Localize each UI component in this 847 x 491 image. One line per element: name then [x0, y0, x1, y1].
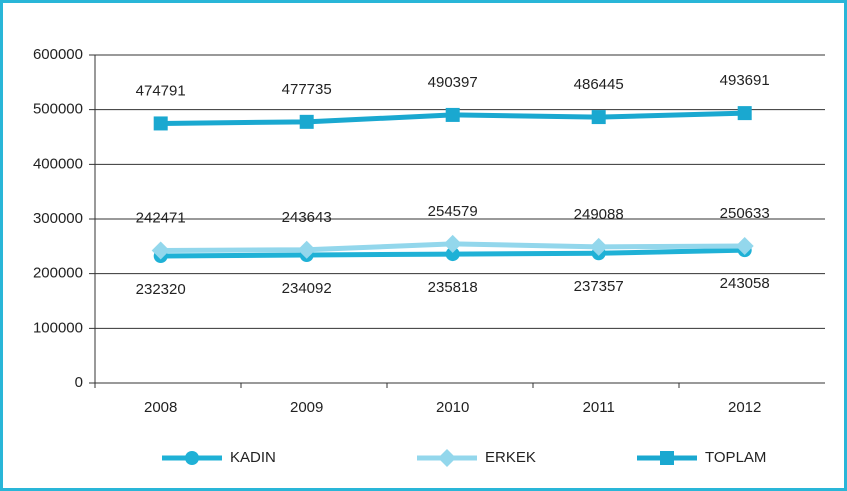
data-label: 249088	[574, 206, 624, 223]
y-tick-label: 200000	[33, 265, 83, 282]
data-point	[153, 116, 168, 131]
x-tick-label: 2012	[728, 399, 761, 416]
data-label: 486445	[574, 76, 624, 93]
data-point	[589, 237, 608, 256]
data-label: 234092	[282, 280, 332, 297]
data-label: 243058	[720, 275, 770, 292]
data-label: 490397	[428, 74, 478, 91]
data-label: 242471	[136, 209, 186, 226]
legend-marker	[185, 451, 199, 465]
y-tick-label: 400000	[33, 155, 83, 172]
data-label: 250633	[720, 205, 770, 222]
data-point	[445, 247, 460, 262]
x-tick-label: 2011	[583, 399, 615, 416]
data-point	[591, 110, 606, 125]
data-label: 232320	[136, 281, 186, 298]
data-point	[735, 236, 754, 255]
data-label: 237357	[574, 278, 624, 295]
data-label: 493691	[720, 72, 770, 89]
data-point	[737, 106, 752, 121]
legend-label: TOPLAM	[705, 449, 766, 466]
data-label: 477735	[282, 81, 332, 98]
data-label: 243643	[282, 209, 332, 226]
x-tick-label: 2010	[436, 399, 469, 416]
y-tick-label: 100000	[33, 319, 83, 336]
x-tick-label: 2009	[290, 399, 323, 416]
data-point	[443, 234, 462, 253]
y-tick-label: 600000	[33, 46, 83, 63]
data-point	[299, 114, 314, 129]
legend-marker	[438, 449, 456, 467]
data-point	[151, 241, 170, 260]
legend-marker	[660, 451, 674, 465]
data-label: 235818	[428, 279, 478, 296]
y-tick-label: 0	[75, 374, 83, 391]
data-label: 474791	[136, 82, 186, 99]
data-point	[297, 240, 316, 259]
data-point	[445, 107, 460, 122]
legend-label: KADIN	[230, 449, 276, 466]
y-tick-label: 500000	[33, 101, 83, 118]
data-label: 254579	[428, 203, 478, 220]
x-tick-label: 2008	[144, 399, 177, 416]
legend-label: ERKEK	[485, 449, 536, 466]
y-tick-label: 300000	[33, 210, 83, 227]
